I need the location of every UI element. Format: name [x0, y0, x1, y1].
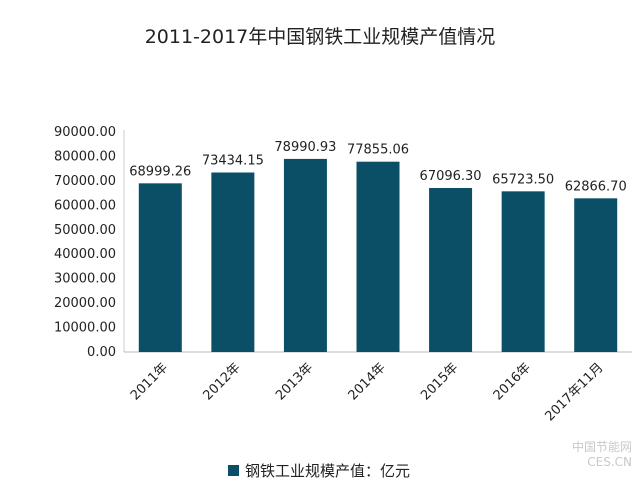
data-label: 78990.93: [274, 140, 336, 155]
data-label: 77855.06: [347, 143, 409, 158]
y-tick-label: 60000.00: [54, 198, 116, 213]
y-tick-label: 10000.00: [54, 321, 116, 336]
chart-title: 2011-2017年中国钢铁工业规模产值情况: [144, 26, 496, 48]
legend-label: 钢铁工业规模产值：亿元: [245, 462, 411, 480]
y-tick-label: 0.00: [87, 345, 116, 360]
category-label: 2017年11月: [542, 360, 606, 424]
category-label: 2012年: [200, 360, 243, 403]
category-label: 2014年: [346, 360, 389, 403]
y-tick-label: 40000.00: [54, 247, 116, 262]
legend-swatch: [228, 465, 239, 476]
data-labels: 68999.26 73434.15 78990.93 77855.06 67096.30…: [129, 140, 626, 194]
category-label: 2011年: [128, 360, 171, 403]
y-tick-label: 50000.00: [54, 223, 116, 238]
bar: [211, 172, 255, 352]
watermark-line1: 中国节能网: [571, 440, 632, 454]
data-label: 62866.70: [565, 179, 627, 194]
category-label: 2016年: [491, 360, 534, 403]
data-label: 68999.26: [129, 164, 191, 179]
data-label: 73434.15: [202, 153, 264, 168]
bar: [429, 187, 473, 352]
bars: [138, 158, 618, 352]
y-tick-label: 30000.00: [54, 272, 116, 287]
y-tick-label: 20000.00: [54, 296, 116, 311]
bar: [283, 158, 327, 352]
y-tick-label: 90000.00: [54, 125, 116, 140]
category-label: 2015年: [418, 360, 461, 403]
bar: [501, 191, 545, 352]
bar: [574, 198, 618, 352]
watermark-line2: CES.CN: [587, 455, 632, 469]
y-tick-labels: 0.00 10000.00 20000.00 30000.00 40000.00 5000…: [54, 125, 116, 360]
data-label: 67096.30: [420, 169, 482, 184]
bar: [356, 161, 400, 352]
y-tick-label: 70000.00: [54, 174, 116, 189]
y-tick-label: 80000.00: [54, 149, 116, 164]
bar: [138, 183, 182, 352]
legend: 钢铁工业规模产值：亿元: [228, 460, 410, 481]
watermark: 中国节能网 CES.CN: [572, 440, 632, 470]
data-label: 65723.50: [492, 172, 554, 187]
category-labels: 2011年 2012年 2013年 2014年 2015年 2016年 2017年11月: [128, 360, 607, 424]
category-label: 2013年: [273, 360, 316, 403]
